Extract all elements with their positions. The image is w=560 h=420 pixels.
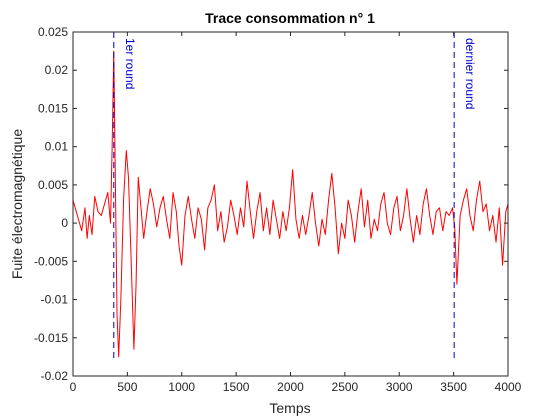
y-tick-label: -0.005 (34, 254, 68, 268)
y-tick-label: 0.01 (45, 140, 69, 154)
x-tick-label: 1000 (168, 380, 195, 394)
y-tick-label: -0.015 (34, 331, 68, 345)
y-tick-label: -0.02 (41, 369, 69, 383)
x-tick-label: 1500 (223, 380, 250, 394)
tick-layer: 0 500 1000 1500 2000 2500 3000 3500 4000 -0.02 -0.… (34, 25, 522, 394)
x-tick-label: 2000 (277, 380, 304, 394)
y-tick-label: -0.01 (41, 293, 69, 307)
x-tick-label: 4000 (495, 380, 522, 394)
vline-layer: 1er round dernier round (113, 32, 477, 358)
y-tick-label: 0.015 (38, 101, 68, 115)
x-tick-label: 0 (70, 380, 77, 394)
chart-title: Trace consommation n° 1 (205, 10, 375, 26)
axes-background (73, 32, 508, 376)
y-tick-label: 0 (61, 216, 68, 230)
plot-layer (72, 50, 509, 358)
x-tick-label: 3500 (440, 380, 467, 394)
x-axis-label: Temps (269, 400, 310, 416)
y-axis-label: Fuite électromagnétique (9, 129, 25, 279)
vline-label-1: dernier round (463, 38, 477, 109)
series-line-0 (72, 50, 509, 358)
y-tick-label: 0.005 (38, 178, 68, 192)
y-tick-label: 0.02 (45, 63, 69, 77)
vline-label-0: 1er round (123, 38, 137, 89)
x-tick-label: 500 (117, 380, 137, 394)
x-tick-label: 2500 (332, 380, 359, 394)
x-tick-label: 3000 (386, 380, 413, 394)
y-tick-label: 0.025 (38, 25, 68, 39)
